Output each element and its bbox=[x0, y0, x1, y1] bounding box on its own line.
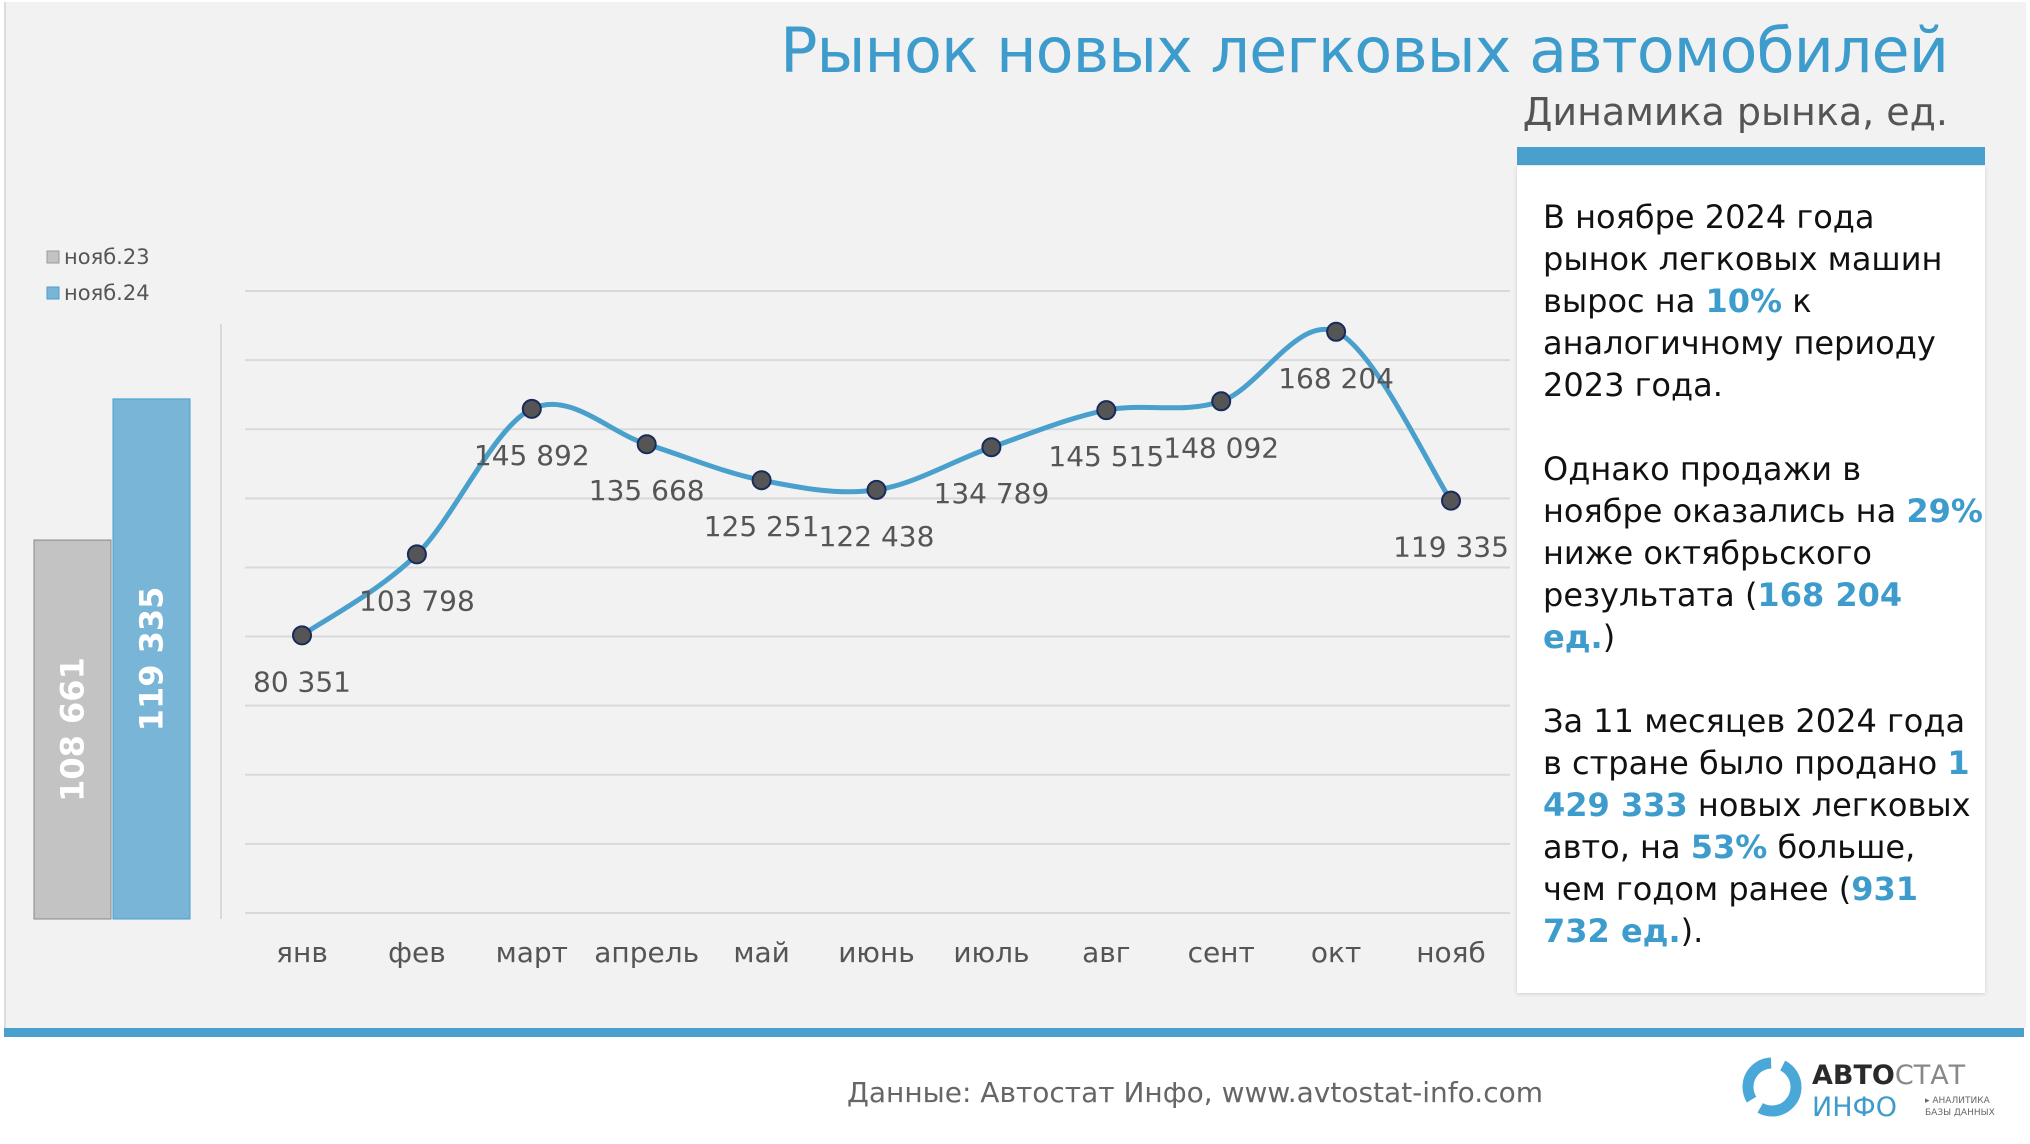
bar-нояб.24 bbox=[112, 398, 191, 920]
svg-text:АВТОСТАТ: АВТОСТАТ bbox=[1812, 1060, 1966, 1091]
data-point-апрель bbox=[636, 434, 657, 455]
legend-swatch-2024 bbox=[46, 286, 60, 300]
x-tick-label: июль bbox=[953, 936, 1029, 969]
bar-data-label: 108 661 bbox=[54, 657, 92, 802]
footer-divider bbox=[4, 1028, 2024, 1037]
panel-accent-bar bbox=[1517, 147, 1985, 165]
page-subtitle: Динамика рынка, ед. bbox=[1522, 90, 1948, 134]
svg-text:ИНФО: ИНФО bbox=[1812, 1092, 1897, 1122]
data-label: 119 335 bbox=[1393, 531, 1509, 564]
data-point-нояб bbox=[1441, 490, 1461, 511]
x-tick-label: сент bbox=[1188, 936, 1255, 969]
summary-paragraph-3: За 11 месяцев 2024 года в стране было пр… bbox=[1543, 702, 1971, 950]
data-point-март bbox=[521, 398, 542, 419]
data-label: 148 092 bbox=[1163, 431, 1279, 464]
avtostat-logo: АВТОСТАТ ИНФО ▸ АНАЛИТИКА БАЗЫ ДАННЫХ bbox=[1742, 1057, 1995, 1122]
logo-ring-icon bbox=[1742, 1057, 1802, 1117]
data-label: 80 351 bbox=[253, 665, 351, 698]
legend-swatch-2023 bbox=[46, 250, 60, 264]
data-label: 122 438 bbox=[819, 520, 935, 553]
data-point-фев bbox=[406, 544, 427, 565]
x-tick-label: янв bbox=[276, 936, 328, 969]
x-tick-label: фев bbox=[388, 936, 446, 969]
data-label: 168 204 bbox=[1278, 362, 1394, 395]
x-tick-label: апрель bbox=[594, 936, 699, 969]
data-point-июнь bbox=[866, 479, 887, 500]
data-label: 103 798 bbox=[359, 584, 475, 617]
data-label: 125 251 bbox=[704, 510, 820, 543]
svg-text:▸ АНАЛИТИКА: ▸ АНАЛИТИКА bbox=[1925, 1096, 1991, 1106]
svg-text:БАЗЫ ДАННЫХ: БАЗЫ ДАННЫХ bbox=[1925, 1108, 1995, 1118]
data-label: 145 892 bbox=[474, 439, 590, 472]
data-point-янв bbox=[292, 625, 312, 646]
summary-panel: В ноябре 2024 года рынок легковых машин … bbox=[1517, 166, 1985, 993]
x-tick-label: июнь bbox=[838, 936, 915, 969]
x-tick-label: авг bbox=[1082, 936, 1130, 969]
legend-label-2024: нояб.24 bbox=[64, 281, 150, 305]
page-title: Рынок новых легковых автомобилей bbox=[780, 14, 1949, 87]
legend: нояб.23 нояб.24 bbox=[46, 245, 150, 305]
x-tick-label: март bbox=[496, 936, 568, 969]
summary-paragraph-1: В ноябре 2024 года рынок легковых машин … bbox=[1543, 198, 1943, 404]
chart: нояб.23 нояб.24 108 661 119 335 80 351 янв… bbox=[33, 245, 1510, 969]
data-point-авг bbox=[1096, 400, 1117, 421]
data-label: 134 789 bbox=[934, 477, 1050, 510]
x-tick-label: май bbox=[733, 936, 789, 969]
legend-label-2023: нояб.23 bbox=[64, 245, 150, 269]
data-point-сент bbox=[1211, 391, 1232, 412]
data-point-июль bbox=[981, 437, 1002, 458]
summary-paragraph-2: Однако продажи в ноябре оказались на 29%… bbox=[1543, 450, 1983, 656]
source-note: Данные: Автостат Инфо, www.avtostat-info… bbox=[846, 1076, 1543, 1109]
data-label: 135 668 bbox=[589, 474, 705, 507]
x-tick-label: окт bbox=[1311, 936, 1361, 969]
bar-data-label: 119 335 bbox=[133, 587, 171, 732]
x-tick-label: нояб bbox=[1416, 936, 1486, 969]
data-point-окт bbox=[1326, 321, 1347, 342]
data-point-май bbox=[751, 470, 772, 491]
bar-нояб.23 bbox=[33, 539, 112, 920]
data-label: 145 515 bbox=[1048, 440, 1164, 473]
